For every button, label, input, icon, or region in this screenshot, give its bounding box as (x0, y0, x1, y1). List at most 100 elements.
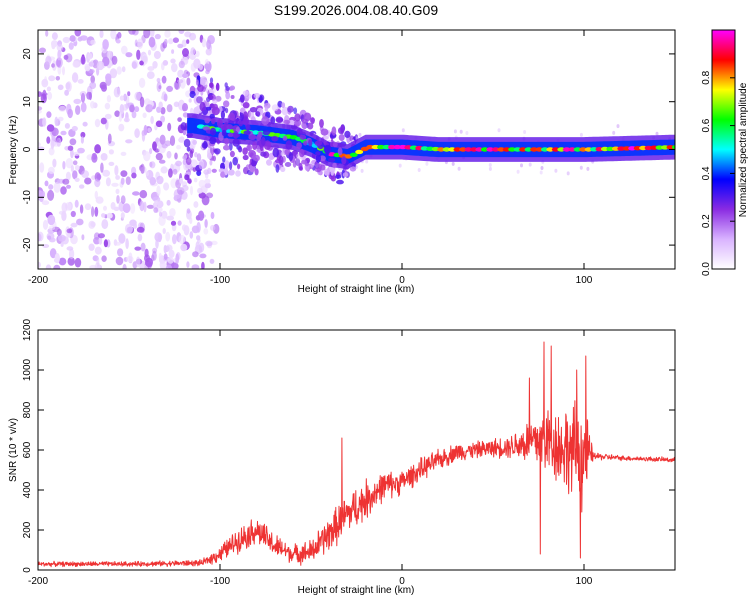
noise-blob (54, 253, 60, 264)
noise-blob (139, 60, 144, 66)
noise-blob (65, 158, 74, 169)
transition-dense-blob (315, 153, 321, 163)
transition-blob (198, 161, 204, 170)
colorbar-tick-label: 0.0 (701, 262, 712, 276)
transition-blob (194, 152, 198, 158)
noise-blob (152, 61, 158, 69)
transition-blob (284, 162, 292, 167)
noise-blob (71, 72, 79, 83)
noise-blob (134, 106, 140, 113)
spectrogram-marks (38, 30, 675, 269)
noise-blob (118, 123, 125, 132)
spectrogram-ytick-label: 10 (22, 96, 33, 108)
noise-blob (163, 93, 168, 102)
noise-blob (39, 190, 46, 199)
noise-blob (74, 257, 82, 268)
noise-blob (140, 163, 145, 174)
noise-blob (58, 257, 67, 266)
noise-blob (166, 199, 171, 206)
noise-blob (169, 208, 176, 217)
ridge-core-segment (671, 145, 675, 150)
transition-blob (275, 164, 280, 173)
noise-blob (118, 111, 123, 122)
noise-blob (88, 220, 96, 229)
noise-blob (88, 61, 95, 67)
transition-dense-blob (212, 103, 219, 111)
noise-blob (192, 251, 199, 258)
noise-blob (113, 86, 121, 98)
noise-blob (111, 182, 119, 187)
noise-blob (114, 241, 121, 246)
transition-blob (224, 167, 229, 176)
noise-blob (65, 171, 71, 181)
colorbar-tick-label: 0.4 (701, 166, 712, 180)
noise-blob (193, 201, 199, 208)
noise-blob (120, 212, 125, 219)
noise-blob (145, 171, 149, 177)
noise-blob (182, 159, 187, 166)
noise-blob (94, 144, 101, 154)
noise-blob (70, 165, 74, 172)
noise-blob (125, 176, 131, 185)
transition-blob (254, 168, 259, 176)
noise-blob (176, 144, 181, 150)
noise-blob (104, 102, 111, 110)
noise-blob (122, 203, 131, 214)
ridge-core-segment (551, 147, 560, 152)
noise-blob (119, 95, 124, 101)
transition-blob (209, 82, 214, 88)
noise-blob (175, 160, 182, 167)
noise-blob (49, 248, 57, 259)
snr-xlabel: Height of straight line (km) (298, 585, 415, 596)
noise-blob (115, 188, 120, 195)
noise-blob (209, 258, 215, 264)
transition-dense-blob (299, 134, 307, 140)
noise-blob (46, 86, 52, 92)
ridge-core-segment (497, 147, 506, 152)
noise-blob (168, 168, 173, 178)
noise-blob (156, 81, 162, 93)
noise-blob (134, 39, 138, 47)
noise-blob (154, 232, 163, 242)
noise-blob (146, 204, 155, 209)
noise-blob (158, 215, 166, 226)
noise-blob (159, 211, 163, 217)
noise-blob (120, 170, 128, 178)
noise-blob (75, 105, 81, 115)
noise-blob (163, 182, 170, 191)
transition-blob (182, 103, 188, 112)
noise-blob (158, 101, 163, 109)
transition-blob (281, 106, 289, 116)
noise-blob (137, 233, 143, 242)
noise-blob (46, 124, 55, 132)
noise-blob (139, 200, 145, 212)
noise-blob (118, 233, 126, 244)
transition-blob (266, 159, 272, 166)
noise-blob (47, 235, 52, 240)
noise-blob (74, 30, 82, 37)
noise-blob (80, 102, 87, 113)
noise-blob (165, 231, 171, 242)
spectrogram-ytick-label: -10 (22, 190, 33, 205)
ridge-core-segment (355, 149, 364, 155)
transition-dense-blob (303, 140, 308, 146)
noise-blob (177, 117, 182, 122)
transition-dense-blob (210, 127, 217, 136)
transition-blob (307, 122, 314, 130)
transition-blob (342, 172, 349, 178)
transition-dense-blob (276, 117, 284, 122)
ridge-core-segment (393, 144, 402, 150)
transition-dense-blob (242, 147, 248, 155)
transition-dense-blob (336, 179, 344, 185)
noise-blob (179, 177, 184, 184)
transition-blob (222, 156, 226, 163)
snr-xtick-label: -100 (210, 576, 230, 587)
noise-blob (161, 62, 165, 71)
noise-blob (100, 153, 108, 161)
noise-blob (96, 173, 102, 181)
noise-blob (80, 92, 86, 103)
noise-blob (142, 112, 147, 119)
noise-blob (170, 262, 179, 269)
transition-dense-blob (314, 140, 323, 147)
